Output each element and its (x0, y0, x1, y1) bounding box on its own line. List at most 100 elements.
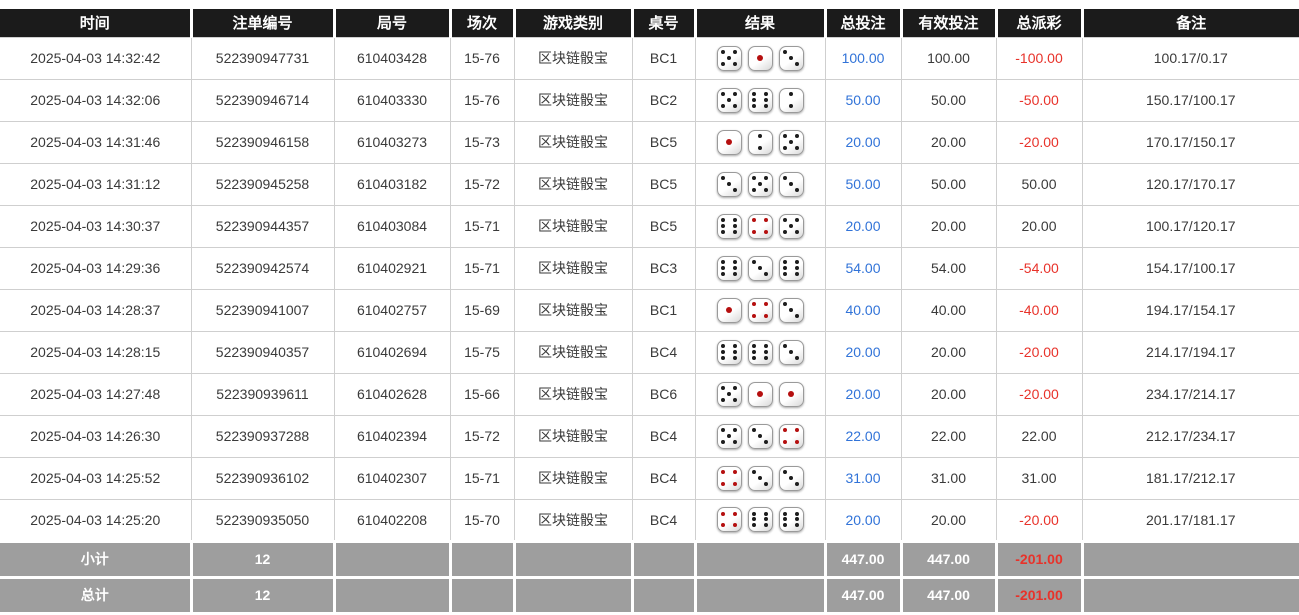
dice-result (698, 255, 823, 281)
die-pip (721, 428, 726, 433)
cell-total-bet[interactable]: 20.00 (824, 372, 902, 416)
die-pip (721, 176, 726, 181)
die-pip (794, 439, 799, 444)
column-header-label: 结果 (744, 15, 775, 33)
column-header-label: 桌号 (648, 15, 679, 33)
die-pip (763, 218, 768, 223)
die-pip (763, 439, 768, 444)
cell-total-bet[interactable]: 40.00 (824, 288, 902, 332)
cell-result (694, 120, 826, 164)
cell-total-bet[interactable]: 50.00 (824, 78, 902, 122)
cell-remark: 100.17/120.17 (1081, 204, 1299, 248)
cell-bet-id: 522390945258 (190, 162, 335, 206)
cell-table-no: BC5 (631, 162, 696, 206)
cell-total-bet[interactable]: 20.00 (824, 204, 902, 248)
column-header-label: 有效投注 (918, 15, 979, 33)
table-row: 2025-04-03 14:28:37 522390941007 610402757… (0, 288, 1299, 332)
cell-bet-id: 522390942574 (190, 246, 335, 290)
cell-result (694, 456, 826, 500)
die-pip (763, 187, 768, 192)
cell-total-payout: -100.00 (995, 36, 1083, 80)
die-pip (763, 511, 768, 516)
table-header-row: 时间 注单编号 局号 场次 游戏类别 桌号 结果 总投注 有效投注 总派彩 备注 (0, 9, 1299, 37)
die-1-icon (747, 381, 773, 407)
cell-valid-bet: 50.00 (900, 162, 997, 206)
cell-total-bet[interactable]: 22.00 (824, 414, 902, 458)
die-pip (732, 50, 737, 55)
summary-remark (1080, 575, 1299, 615)
table-row: 2025-04-03 14:27:48 522390939611 610402628… (0, 372, 1299, 416)
cell-table-no: BC2 (631, 78, 696, 122)
cell-valid-bet: 20.00 (900, 498, 997, 542)
summary-valid-bet: 447.00 (899, 575, 998, 615)
table-row: 2025-04-03 14:31:46 522390946158 610403273… (0, 120, 1299, 164)
cell-valid-bet: 40.00 (900, 288, 997, 332)
summary-empty-round-id (332, 539, 452, 579)
table-body: 2025-04-03 14:32:42 522390947731 610403428… (0, 36, 1299, 542)
summary-total-bet: 447.00 (823, 539, 903, 579)
die-5-icon (778, 213, 804, 239)
cell-total-bet[interactable]: 31.00 (824, 456, 902, 500)
cell-table-no: BC4 (631, 414, 696, 458)
die-pip (732, 271, 737, 276)
summary-total-payout: -201.00 (994, 575, 1084, 615)
cell-total-bet[interactable]: 54.00 (824, 246, 902, 290)
cell-round-id: 610403330 (333, 78, 451, 122)
cell-table-no: BC6 (631, 372, 696, 416)
cell-session: 15-71 (449, 204, 515, 248)
summary-count: 12 (189, 539, 336, 579)
cell-total-bet[interactable]: 20.00 (824, 498, 902, 542)
summary-row: 总计 12 447.00 447.00 -201.00 (0, 575, 1299, 615)
die-3-icon (778, 171, 804, 197)
die-3-icon (778, 297, 804, 323)
die-4-icon (747, 213, 773, 239)
cell-valid-bet: 31.00 (900, 456, 997, 500)
table-row: 2025-04-03 14:28:15 522390940357 610402694… (0, 330, 1299, 374)
cell-total-payout: -50.00 (995, 78, 1083, 122)
table-row: 2025-04-03 14:30:37 522390944357 610403084… (0, 204, 1299, 248)
die-pip (783, 439, 788, 444)
die-pip (788, 92, 793, 97)
die-pip (752, 470, 757, 475)
die-pip (726, 181, 731, 186)
cell-total-bet[interactable]: 20.00 (824, 120, 902, 164)
cell-total-bet[interactable]: 20.00 (824, 330, 902, 374)
die-pip (788, 349, 793, 354)
die-pip (732, 92, 737, 97)
die-pip (788, 103, 793, 108)
column-header-session: 场次 (448, 9, 516, 37)
cell-time: 2025-04-03 14:25:52 (0, 456, 192, 500)
die-pip (794, 511, 799, 516)
summary-empty-game-type (512, 575, 634, 615)
cell-remark: 120.17/170.17 (1081, 162, 1299, 206)
die-pip (726, 433, 731, 438)
cell-remark: 150.17/100.17 (1081, 78, 1299, 122)
die-pip (763, 229, 768, 234)
die-pip (721, 260, 726, 265)
cell-game-type: 区块链骰宝 (513, 288, 633, 332)
die-pip (783, 523, 788, 528)
die-3-icon (747, 255, 773, 281)
die-4-icon (747, 297, 773, 323)
die-pip (788, 307, 793, 312)
cell-remark: 100.17/0.17 (1081, 36, 1299, 80)
die-pip (721, 50, 726, 55)
cell-table-no: BC1 (631, 36, 696, 80)
die-pip (763, 302, 768, 307)
cell-total-payout: -54.00 (995, 246, 1083, 290)
summary-total-bet: 447.00 (823, 575, 903, 615)
die-5-icon (716, 381, 742, 407)
die-pip (788, 391, 794, 397)
column-header-label: 游戏类别 (542, 15, 603, 33)
column-header-label: 场次 (466, 15, 497, 33)
cell-valid-bet: 20.00 (900, 204, 997, 248)
die-2-icon (747, 129, 773, 155)
die-6-icon (747, 87, 773, 113)
cell-session: 15-73 (449, 120, 515, 164)
cell-total-bet[interactable]: 100.00 (824, 36, 902, 80)
cell-total-bet[interactable]: 50.00 (824, 162, 902, 206)
cell-total-payout: -20.00 (995, 498, 1083, 542)
dice-result (698, 423, 823, 449)
bet-records-table: 时间 注单编号 局号 场次 游戏类别 桌号 结果 总投注 有效投注 总派彩 备注 2025-04-0… (0, 9, 1299, 615)
cell-bet-id: 522390941007 (190, 288, 335, 332)
